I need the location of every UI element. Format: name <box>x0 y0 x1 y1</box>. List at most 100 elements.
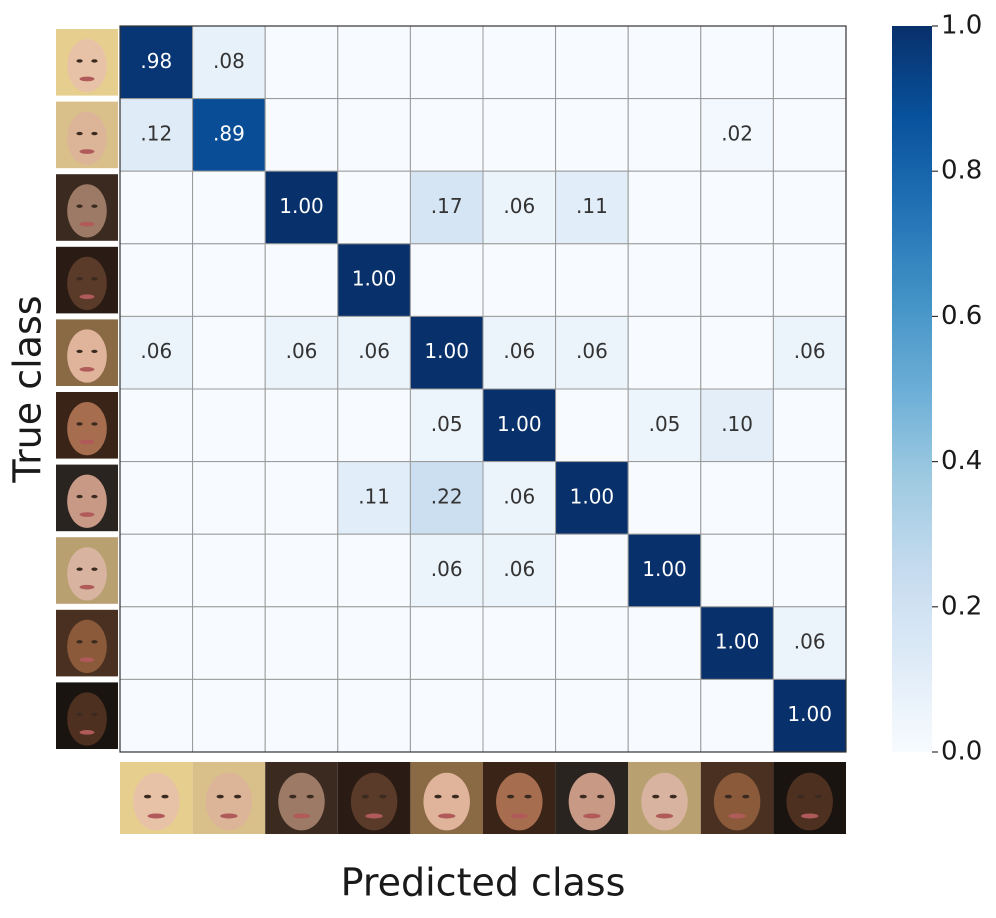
heatmap-cell <box>627 678 702 753</box>
heatmap-cell <box>555 388 629 463</box>
face-mouth <box>365 813 383 819</box>
heatmap-cell <box>627 388 702 463</box>
colorbar-tick-label: 0.6 <box>941 301 982 331</box>
cell-label: .06 <box>286 339 318 363</box>
heatmap-cell <box>772 25 847 100</box>
face-eye <box>91 59 98 63</box>
heatmap-cell <box>700 388 774 463</box>
heatmap-cell <box>700 533 774 608</box>
heatmap-cell <box>192 315 266 390</box>
face-image <box>56 174 118 241</box>
face-eye <box>76 494 83 499</box>
heatmap-cell <box>119 678 194 753</box>
heatmap-cell <box>264 25 339 100</box>
face-mouth <box>437 813 456 819</box>
face-eye <box>724 794 733 799</box>
heatmap-cell <box>264 315 339 390</box>
heatmap-cell <box>337 388 411 463</box>
heatmap-cell <box>337 606 411 680</box>
face-eye <box>91 204 98 208</box>
face-skin <box>67 547 107 601</box>
heatmap-cell <box>409 243 484 317</box>
heatmap-cell <box>264 461 339 535</box>
face-eye <box>91 712 98 717</box>
heatmap-cell <box>409 606 484 680</box>
cell-label: .89 <box>213 121 245 145</box>
face-skin <box>133 772 180 831</box>
face-eye <box>76 277 83 281</box>
face-mouth <box>79 584 95 590</box>
cell-label: .22 <box>431 484 463 508</box>
heatmap-cell <box>119 25 194 100</box>
heatmap-cell <box>119 388 194 463</box>
heatmap-cell <box>192 98 266 172</box>
heatmap-cell <box>119 98 194 172</box>
heatmap-cell <box>700 170 774 245</box>
face-image <box>56 319 118 386</box>
heatmap-cell <box>627 533 702 608</box>
heatmap-cell <box>482 533 557 608</box>
face-eye <box>76 567 83 571</box>
face-eye <box>506 794 515 799</box>
face-skin <box>496 772 543 831</box>
heatmap-cell <box>700 315 774 390</box>
face-image <box>483 762 556 834</box>
face-skin <box>786 772 833 831</box>
cell-label: 1.00 <box>715 630 760 654</box>
face-eye <box>161 794 169 799</box>
heatmap-cell <box>482 243 557 317</box>
heatmap-cell <box>192 25 266 100</box>
heatmap-cell <box>192 243 266 317</box>
heatmap-cell <box>264 606 339 680</box>
face-mouth <box>79 294 95 300</box>
heatmap-cell <box>337 243 411 317</box>
face-skin <box>67 184 107 238</box>
cell-label: 1.00 <box>279 194 324 218</box>
cell-label: 1.00 <box>424 339 469 363</box>
face-eye <box>216 794 224 799</box>
colorbar-tick-label: 0.4 <box>941 446 982 476</box>
face-eye <box>91 640 98 644</box>
face-eye <box>289 794 297 799</box>
heatmap-cell <box>627 170 702 245</box>
face-skin <box>713 772 761 831</box>
face-image <box>56 609 118 677</box>
heatmap-cell <box>555 533 629 608</box>
face-eye <box>76 204 83 208</box>
heatmap-cell <box>772 243 847 317</box>
heatmap-cell <box>700 461 774 535</box>
heatmap-cell <box>772 98 847 172</box>
heatmap-cell <box>627 315 702 390</box>
face-eye <box>91 422 98 426</box>
heatmap-cell <box>555 315 629 390</box>
face-mouth <box>79 657 95 663</box>
heatmap-cell <box>264 533 339 608</box>
cell-label: 1.00 <box>570 484 615 508</box>
heatmap-cell <box>409 315 484 390</box>
heatmap-cell <box>264 678 339 753</box>
face-mouth <box>292 813 311 819</box>
face-skin <box>205 772 253 831</box>
heatmap-cell <box>555 678 629 753</box>
cell-label: .06 <box>140 339 172 363</box>
colorbar <box>892 26 932 752</box>
face-image <box>773 762 846 834</box>
heatmap-cell <box>409 678 484 753</box>
face-eye <box>814 794 823 799</box>
cell-label: 1.00 <box>642 557 687 581</box>
face-mouth <box>79 149 95 154</box>
cell-label: .06 <box>794 630 826 654</box>
plot-frame <box>119 25 847 753</box>
face-image <box>56 29 118 96</box>
heatmap-cell <box>119 461 194 535</box>
face-eye <box>306 794 314 799</box>
face-image <box>56 537 118 604</box>
face-eye <box>652 794 660 799</box>
heatmap-cell <box>337 25 411 100</box>
face-skin <box>67 111 107 165</box>
face-eye <box>91 494 98 499</box>
heatmap-cell <box>119 243 194 317</box>
heatmap-cell <box>192 533 266 608</box>
cell-label: .06 <box>431 557 463 581</box>
